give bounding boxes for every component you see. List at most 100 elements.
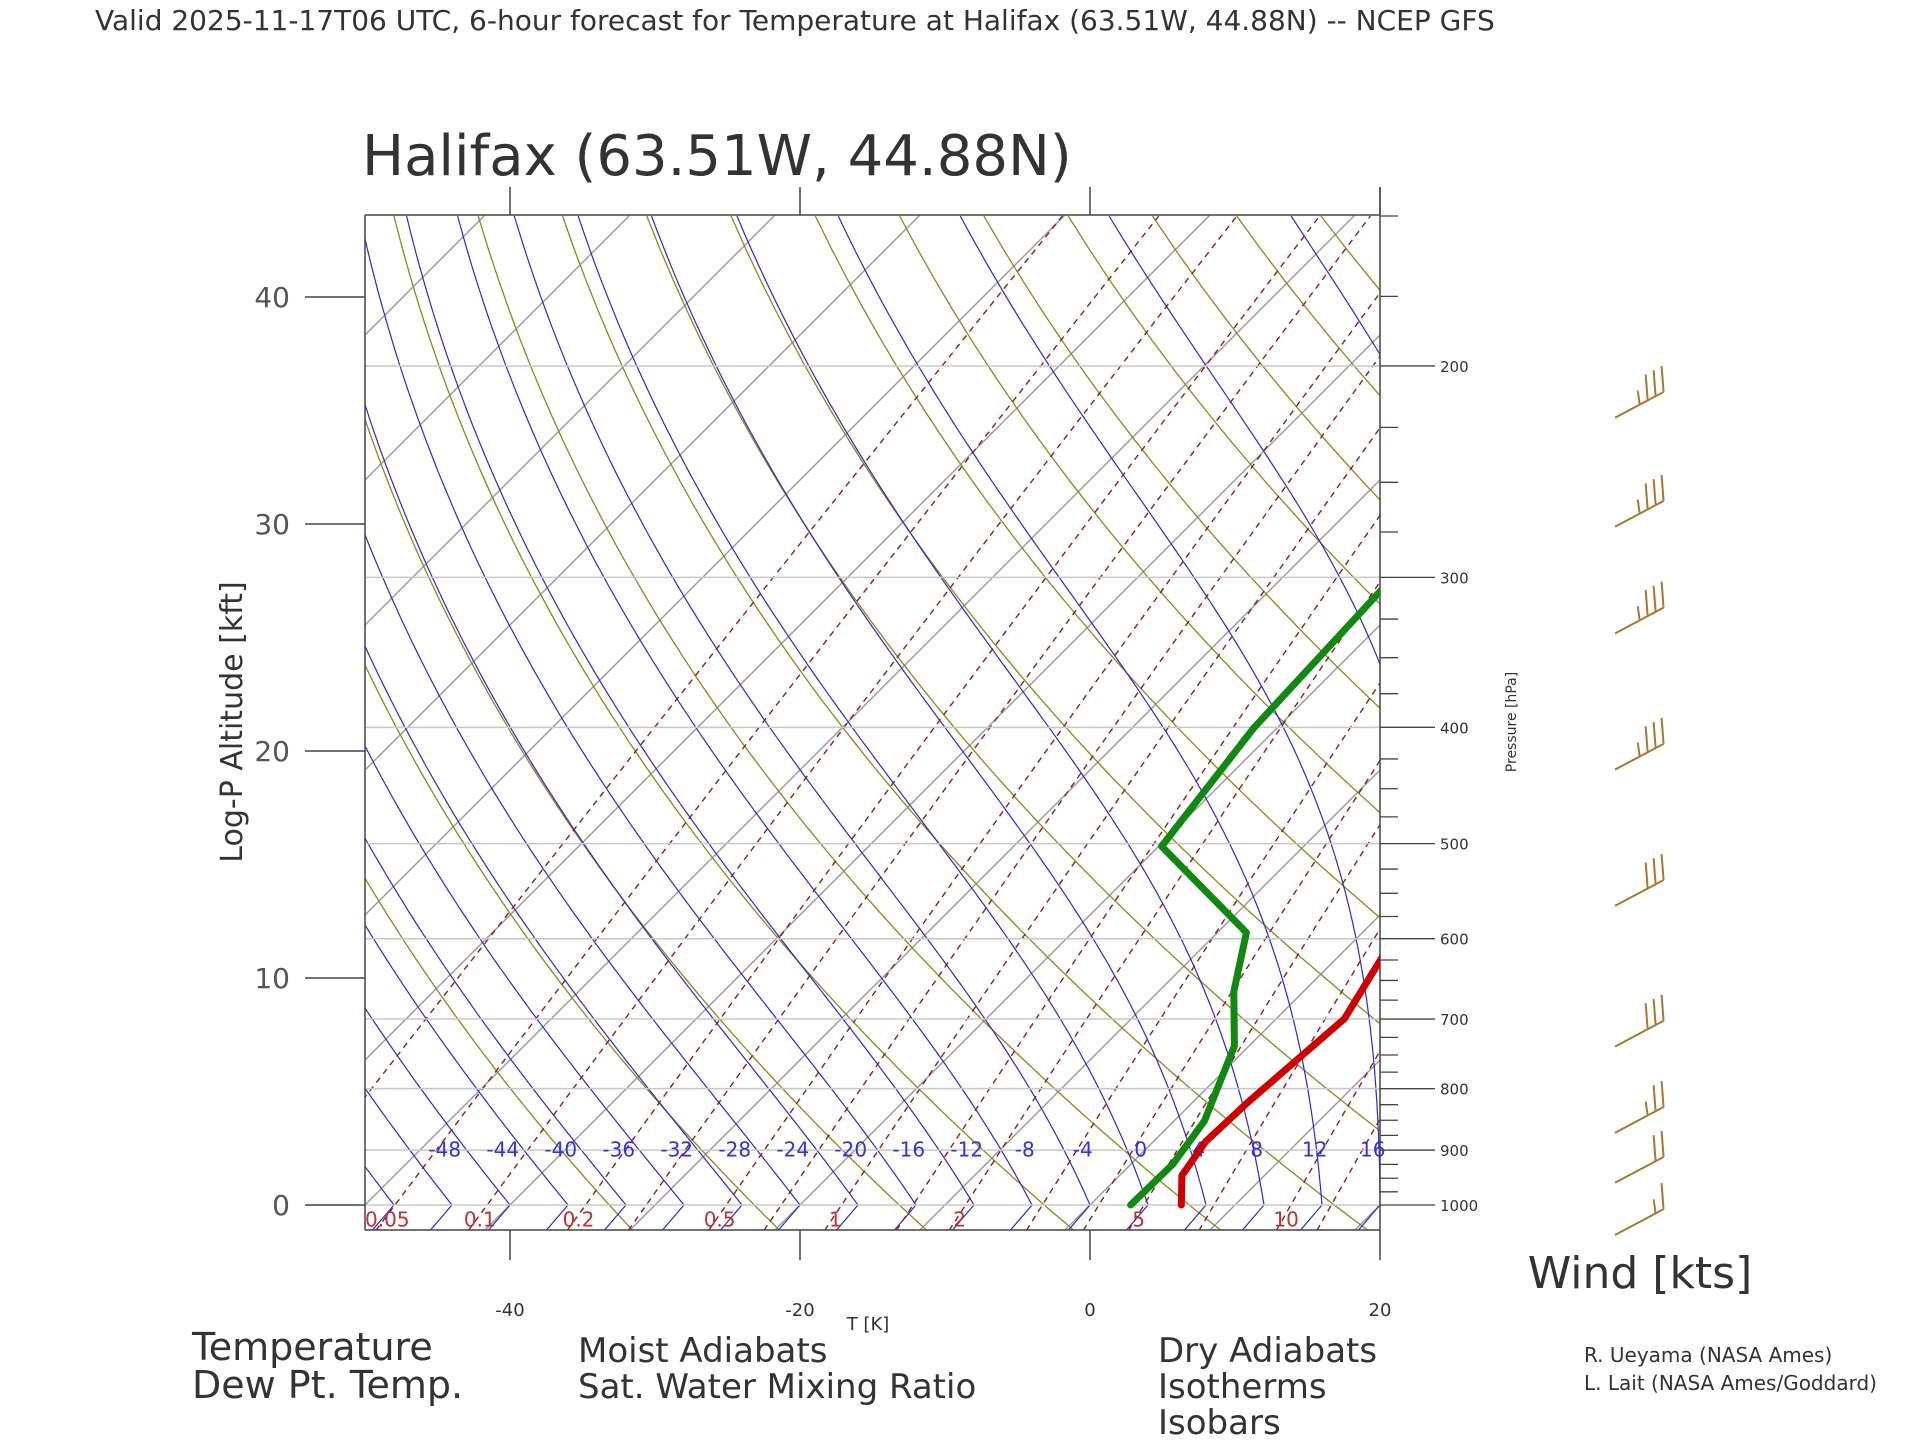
pressure-tick-label: 300 [1440,569,1469,587]
moist-adiabat-line [650,215,1207,1230]
y-axis-title: Log-P Altitude [kft] [215,581,250,862]
wind-barb [1614,365,1665,419]
dry-adiabat-line [814,215,1380,919]
isotherm-line [919,769,1380,1230]
mixing-ratio-label: 10 [1273,1207,1298,1231]
dry-adiabat-line [1574,216,1920,1230]
isotherm-line [484,334,1380,1230]
dry-adiabat-line [730,215,1380,1025]
moist-adiabat-line [1290,215,1380,356]
pressure-tick-label: 900 [1440,1142,1469,1160]
legend-temperature: Temperature [191,1325,433,1369]
mixing-ratio-lines [365,215,1920,1230]
legend: Temperature Dew Pt. Temp. Moist Adiabats… [191,1325,1377,1440]
dry-adiabat-line [1320,215,1380,292]
y-tick-label: 10 [254,962,290,995]
isotherm-lines [0,215,1920,1230]
moist-adiabat-label: -16 [892,1137,925,1161]
isotherm-line [0,215,195,1230]
isobar-lines [365,365,1380,1206]
moist-adiabat-label: -48 [428,1137,461,1161]
pressure-tick-label: 200 [1440,358,1469,376]
mixing-ratio-line [1604,216,1920,1230]
mixing-ratio-line [1275,1049,1380,1230]
pressure-tick-label: 400 [1440,719,1469,737]
mixing-ratio-line [1082,759,1380,1230]
x-tick-label: -20 [785,1300,814,1321]
dry-adiabat-line [1490,216,1920,1230]
wind-barb [1614,717,1665,771]
moist-adiabat-line [0,482,220,1230]
x-tick-label: 0 [1084,1300,1095,1321]
profile-series [1127,586,1380,1209]
dry-adiabat-line [393,215,1075,1230]
moist-adiabat-line [1108,215,1380,666]
moist-adiabat-label: -12 [950,1137,983,1161]
mixing-ratio-line [1316,1117,1380,1230]
credit-line-1: R. Ueyama (NASA Ames) [1584,1343,1832,1367]
wind-barb [1614,1130,1665,1184]
moist-adiabat-line [365,1006,511,1230]
legend-mixing-ratio: Sat. Water Mixing Ratio [578,1367,976,1407]
mixing-ratio-label: 0.2 [563,1207,595,1231]
moist-adiabat-label: 0 [1134,1137,1147,1161]
chart-title: Valid 2025-11-17T06 UTC, 6-hour forecast… [95,4,1495,37]
y-tick-label: 30 [254,508,290,541]
credit-line-2: L. Lait (NASA Ames/Goddard) [1584,1371,1877,1395]
isotherm-line [365,215,1356,1206]
mixing-ratio-label: 2 [953,1207,966,1231]
pressure-tick-label: 500 [1440,836,1469,854]
wind-barbs [1614,365,1665,1236]
mixing-ratio-label: 0.1 [464,1207,496,1231]
mixing-ratio-label: 5 [1132,1207,1145,1231]
wind-axis-title: Wind [kts] [1528,1248,1753,1299]
moist-adiabat-label: 12 [1302,1137,1327,1161]
legend-isotherms: Isotherms [1158,1367,1327,1407]
mixing-ratio-line [948,580,1380,1230]
dry-adiabat-line [899,215,1380,814]
mixing-ratio-line [1532,216,1920,1230]
dry-adiabat-line [1827,216,1920,1230]
moist-adiabat-line [457,215,1033,1230]
y-tick-label: 0 [272,1189,290,1222]
x-axis-title: T [K] [846,1314,890,1335]
moist-adiabat-label: -24 [776,1137,809,1161]
dewpoint-line [1127,586,1380,1209]
moist-adiabat-label: -40 [544,1137,577,1161]
isotherm-line [1209,1059,1380,1230]
moist-adiabat-line [365,644,743,1230]
wind-barb [1614,581,1665,635]
mixing-ratio-line [467,215,1238,1230]
moist-adiabat-line [365,923,569,1230]
isotherm-line [1064,914,1380,1230]
x-tick-label: 20 [1369,1300,1392,1321]
mixing-ratio-label: 0.5 [704,1207,736,1231]
moist-adiabat-label: -8 [1015,1137,1035,1161]
dry-adiabat-line [1067,215,1380,605]
wind-barb [1614,853,1665,907]
mixing-ratio-label: 0.05 [365,1207,410,1231]
mixing-ratio-label: 1 [829,1207,842,1231]
moist-adiabat-line [959,215,1380,1230]
dry-adiabat-line [1911,216,1920,1230]
moist-adiabat-label: -44 [486,1137,519,1161]
dry-adiabat-line [1658,216,1920,1230]
moist-adiabat-label: -32 [660,1137,693,1161]
isotherm-line [365,215,631,481]
legend-dry-adiabats: Dry Adiabats [1158,1331,1377,1371]
isotherm-line [774,624,1380,1230]
moist-adiabat-lines [0,215,1380,1230]
dry-adiabat-line [1236,215,1380,397]
pressure-tick-label: 1000 [1440,1197,1478,1215]
dry-adiabat-line [1742,216,1920,1230]
isotherm-line [0,215,340,1230]
isotherm-line [0,215,50,1230]
wind-barb [1614,1080,1665,1134]
moist-adiabat-line [736,215,1265,1230]
legend-moist-adiabats: Moist Adiabats [578,1331,827,1371]
pressure-tick-label: 800 [1440,1081,1469,1099]
wind-barb [1614,994,1665,1048]
isotherm-line [1500,215,1920,1230]
dry-adiabat-line [561,215,1369,1230]
moist-adiabat-line [365,744,685,1230]
